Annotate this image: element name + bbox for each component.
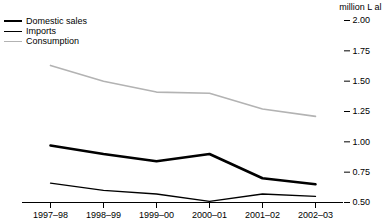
svg-text:1999–00: 1999–00 [139, 210, 174, 220]
html-text:Domestic sales: Domestic sales [26, 16, 87, 26]
svg-text:million L al: million L al [339, 2, 381, 12]
svg-text:1.00: 1.00 [353, 137, 371, 147]
svg-text:2000–01: 2000–01 [192, 210, 227, 220]
svg-text:1997–98: 1997–98 [33, 210, 68, 220]
svg-text:2001–02: 2001–02 [245, 210, 280, 220]
html-text:Imports: Imports [26, 26, 56, 36]
svg-text:0.75: 0.75 [353, 167, 371, 177]
svg-text:1.75: 1.75 [353, 46, 371, 56]
svg-text:1.50: 1.50 [353, 76, 371, 86]
svg-text:1.25: 1.25 [353, 106, 371, 116]
svg-text:1998–99: 1998–99 [86, 210, 121, 220]
svg-text:2.00: 2.00 [353, 15, 371, 25]
svg-text:2002–03: 2002–03 [298, 210, 333, 220]
html-text:Consumption: Consumption [26, 36, 79, 46]
svg-text:0.50: 0.50 [353, 197, 371, 207]
